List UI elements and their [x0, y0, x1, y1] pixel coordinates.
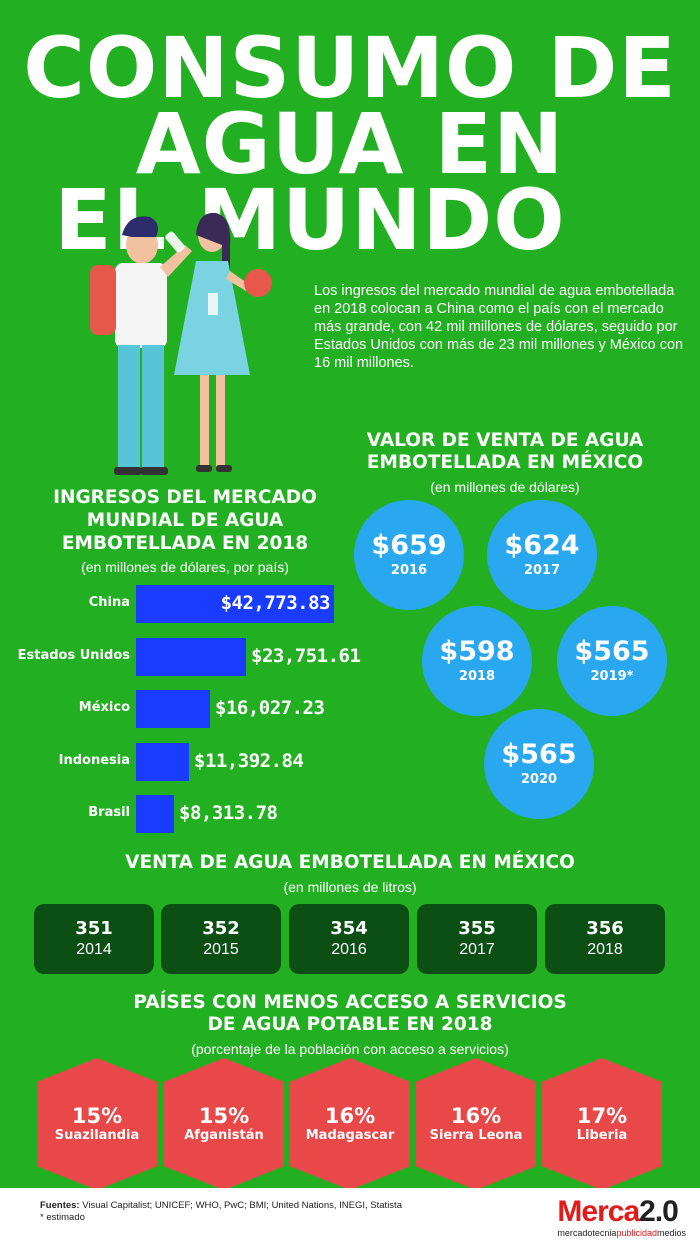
bar-category-label: Estados Unidos: [17, 647, 130, 663]
chart-title-2: MUNDIAL DE AGUA: [86, 510, 284, 531]
logo-brand: Merca: [557, 1195, 640, 1228]
woman-with-jug-figure: [174, 212, 272, 472]
liters-box: 354 2016: [289, 904, 409, 974]
bar-value-label: $8,313.78: [179, 802, 278, 824]
bar-value-label: $23,751.61: [251, 644, 361, 667]
liters-title: VENTA DE AGUA EMBOTELLADA EN MÉXICO: [125, 852, 575, 873]
sales-year: 2018: [458, 669, 496, 684]
access-country: Madagascar: [305, 1128, 395, 1143]
sales-amount: $598: [439, 636, 515, 667]
access-hexagon: 16% Madagascar: [290, 1058, 410, 1190]
access-percent: 17%: [576, 1104, 628, 1128]
access-hexagon: 15% Suazilandia: [37, 1058, 157, 1190]
access-hexagon: 16% Sierra Leona: [416, 1058, 536, 1190]
access-percent: 16%: [450, 1104, 502, 1128]
logo-tag-2: publicidad: [616, 1228, 657, 1238]
sources-list: Visual Capitalist; UNICEF; WHO, PwC; BMI…: [82, 1200, 402, 1211]
bar-category-label: Indonesia: [58, 752, 130, 768]
access-country: Sierra Leona: [429, 1128, 523, 1143]
people-illustration: [90, 212, 272, 475]
logo-tag-1: mercadotecnia: [557, 1228, 617, 1238]
sales-mexico-title-1: VALOR DE VENTA DE AGUA: [366, 430, 644, 451]
liters-box: 351 2014: [34, 904, 154, 974]
merca-logo: Merca2.0 mercadotecniapublicidadmedios: [557, 1195, 686, 1239]
bar-category-label: Brasil: [88, 805, 130, 820]
sales-circle: $598 2018: [422, 606, 532, 716]
intro-paragraph: Los ingresos del mercado mundial de agua…: [314, 283, 684, 371]
access-country: Afganistán: [184, 1128, 264, 1143]
access-hexagon: 17% Liberia: [542, 1058, 662, 1190]
access-percent: 15%: [198, 1104, 250, 1128]
title-line-2: AGUA EN: [135, 95, 565, 193]
sales-year: 2019*: [590, 669, 634, 684]
sources-text: Fuentes: Visual Capitalist; UNICEF; WHO,…: [40, 1200, 402, 1224]
bar-value-label: $11,392.84: [194, 749, 304, 772]
liters-year: 2015: [203, 941, 239, 958]
chart-subtitle: (en millones de dólares, por país): [81, 559, 289, 575]
sales-year: 2017: [523, 563, 561, 578]
title-line-1: CONSUMO DE: [23, 19, 677, 117]
bar: [136, 690, 210, 728]
access-country: Suazilandia: [54, 1128, 140, 1143]
access-country: Liberia: [576, 1128, 628, 1143]
liters-value: 355: [458, 918, 496, 939]
liters-box: 352 2015: [161, 904, 281, 974]
chart-title-1: INGRESOS DEL MERCADO: [53, 487, 317, 508]
sales-circle: $659 2016: [354, 500, 464, 610]
sales-mexico-title-2: EMBOTELLADA EN MÉXICO: [366, 452, 644, 473]
liters-year: 2017: [459, 941, 495, 958]
liters-box: 356 2018: [545, 904, 665, 974]
liters-subtitle: (en millones de litros): [283, 879, 417, 895]
bar: [136, 585, 334, 623]
revenue-bar-chart: China $42,773.83 Estados Unidos $23,751.61 M…: [0, 585, 390, 835]
sales-amount: $659: [371, 530, 447, 561]
bar-category-label: México: [78, 700, 130, 715]
sales-mexico-subtitle: (en millones de dólares): [430, 479, 580, 495]
footer: Fuentes: Visual Capitalist; UNICEF; WHO,…: [0, 1188, 700, 1245]
sales-year: 2016: [390, 563, 428, 578]
liters-value: 356: [586, 918, 624, 939]
logo-tag-3: medios: [656, 1228, 686, 1238]
sales-circle: $624 2017: [487, 500, 597, 610]
access-percent: 16%: [324, 1104, 376, 1128]
chart-title-3: EMBOTELLADA EN 2018: [61, 533, 309, 554]
liters-year: 2014: [76, 941, 112, 958]
liters-value: 354: [330, 918, 368, 939]
liters-value: 351: [75, 918, 113, 939]
access-title-1: PAÍSES CON MENOS ACCESO A SERVICIOS: [133, 992, 567, 1013]
access-subtitle: (porcentaje de la población con acceso a…: [191, 1041, 509, 1057]
access-percent: 15%: [71, 1104, 123, 1128]
liters-value: 352: [202, 918, 240, 939]
bar: [136, 637, 246, 676]
sales-circle: $565 2020: [484, 709, 594, 819]
man-drinking-figure: [90, 216, 192, 475]
bar: [136, 795, 174, 833]
access-title-2: DE AGUA POTABLE EN 2018: [207, 1014, 493, 1035]
logo-version: 2.0: [639, 1195, 679, 1228]
sources-label: Fuentes:: [40, 1200, 80, 1211]
access-hexagon: 15% Afganistán: [164, 1058, 284, 1190]
sales-amount: $565: [574, 636, 650, 667]
estimate-note: * estimado: [40, 1212, 85, 1223]
liters-year: 2016: [331, 941, 367, 958]
bar-value-label: $16,027.23: [215, 697, 325, 719]
liters-box: 355 2017: [417, 904, 537, 974]
sales-amount: $624: [504, 530, 580, 561]
sales-circle: $565 2019*: [557, 606, 667, 716]
liters-year: 2018: [587, 941, 623, 958]
bar-value-label: $42,773.83: [220, 592, 331, 614]
sales-amount: $565: [501, 739, 577, 770]
bar-category-label: China: [88, 595, 130, 610]
sales-year: 2020: [520, 772, 558, 787]
bar: [136, 742, 189, 781]
